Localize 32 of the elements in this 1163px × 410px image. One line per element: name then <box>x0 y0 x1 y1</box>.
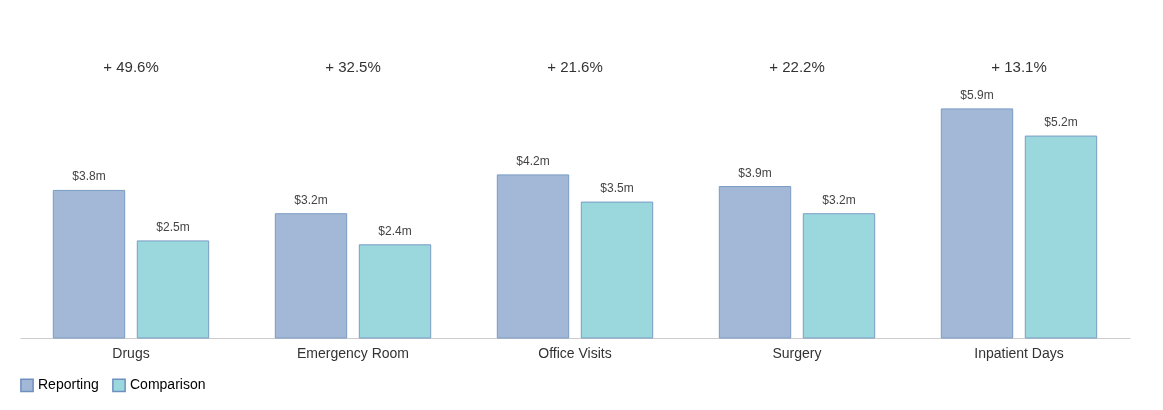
bar <box>802 213 876 339</box>
legend-label: Reporting <box>38 376 99 393</box>
bar <box>496 174 570 339</box>
bar <box>718 186 792 339</box>
data-label: $5.2m <box>1044 115 1078 130</box>
data-label: $2.5m <box>156 219 190 234</box>
data-label: $3.5m <box>600 181 634 196</box>
bar <box>580 201 654 339</box>
x-tick-label: Inpatient Days <box>974 344 1064 361</box>
bar <box>940 108 1014 339</box>
x-tick-label: Emergency Room <box>296 344 410 361</box>
text: + 49.6% <box>103 58 159 75</box>
bar <box>274 213 348 339</box>
bar <box>358 244 432 339</box>
bar <box>52 189 126 339</box>
data-label: $4.2m <box>516 153 550 168</box>
text: + 21.6% <box>547 58 603 75</box>
data-label: $3.8m <box>72 169 106 184</box>
data-label: $3.9m <box>738 165 772 180</box>
text: + 22.2% <box>769 58 825 75</box>
data-label: $3.2m <box>294 192 328 207</box>
x-tick-label: Surgery <box>772 344 822 361</box>
legend-label: Comparison <box>130 376 206 393</box>
bar <box>136 240 210 339</box>
x-tick-label: Office Visits <box>538 344 612 361</box>
data-label: $2.4m <box>378 223 412 238</box>
text: + 32.5% <box>325 58 381 75</box>
data-label: $3.2m <box>822 192 856 207</box>
data-label: $5.9m <box>960 87 994 102</box>
x-tick-label: Drugs <box>112 344 150 361</box>
text: + 13.1% <box>991 58 1047 75</box>
bar <box>1024 135 1098 339</box>
